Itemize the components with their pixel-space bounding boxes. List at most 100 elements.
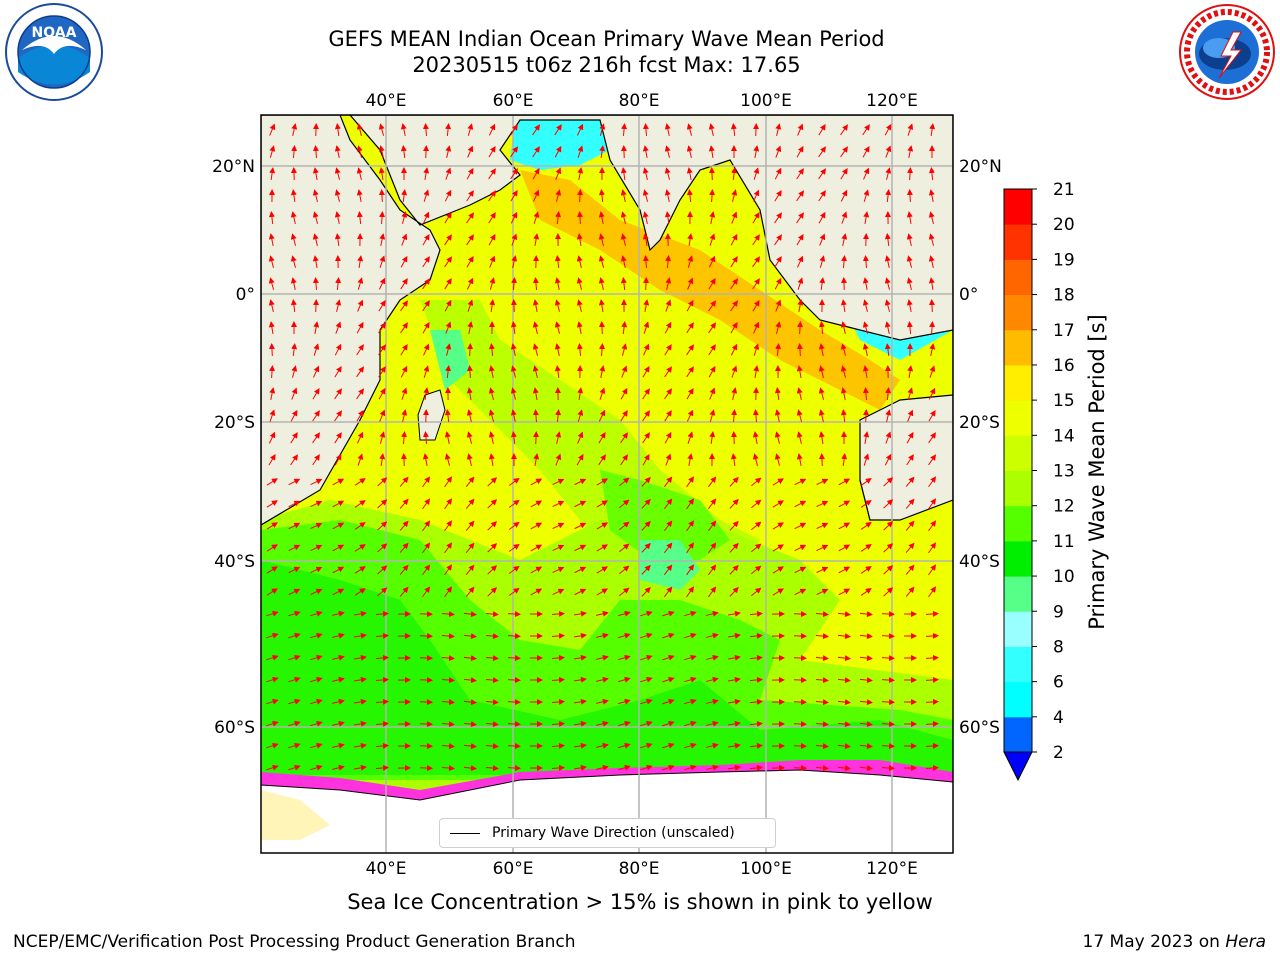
wave-arrow (532, 343, 539, 356)
wave-arrow (312, 189, 319, 202)
wave-arrow (441, 633, 455, 640)
wave-arrow (467, 343, 474, 357)
wave-arrow (684, 610, 697, 617)
wave-arrow (487, 543, 498, 553)
wave-arrow (530, 544, 543, 552)
wave-arrow (641, 498, 651, 509)
wave-arrow (598, 321, 605, 335)
wave-arrow (423, 343, 430, 356)
wave-arrow (377, 565, 388, 575)
wave-arrow (485, 765, 499, 772)
wave-arrow (465, 520, 475, 531)
wave-arrow (837, 611, 851, 618)
wave-arrow (687, 233, 694, 247)
wave-arrow (353, 742, 367, 749)
lat-tick-right: 20°N (959, 157, 1002, 177)
wave-arrow (929, 365, 936, 378)
lon-tick-bottom: 100°E (740, 859, 792, 879)
wave-arrow (818, 343, 825, 356)
wave-arrow (508, 543, 520, 552)
wave-arrow (859, 633, 873, 640)
wave-arrow (907, 145, 914, 158)
wave-arrow (618, 676, 631, 683)
wave-arrow (532, 146, 540, 158)
colorbar-tick-label: 10 (1053, 567, 1075, 587)
wave-arrow (640, 654, 653, 661)
wave-arrow (510, 343, 517, 356)
wave-arrow (775, 343, 782, 357)
wave-arrow (684, 698, 697, 705)
wave-arrow (332, 632, 345, 639)
lon-tick-top: 60°E (493, 91, 534, 111)
wave-arrow (837, 765, 851, 772)
wave-arrow (797, 321, 804, 335)
wave-arrow (310, 478, 323, 485)
wave-arrow (728, 698, 741, 705)
colorbar-tick-label: 8 (1053, 637, 1064, 657)
wave-arrow (552, 478, 565, 486)
wave-arrow (445, 365, 452, 379)
wave-arrow (444, 234, 452, 246)
wave-arrow (596, 588, 609, 596)
wave-arrow (332, 588, 345, 596)
wave-arrow (815, 611, 829, 618)
wave-arrow (752, 431, 759, 444)
wave-arrow (488, 123, 496, 136)
wave-arrow (665, 255, 672, 269)
colorbar-segment (1004, 576, 1032, 612)
wave-arrow (883, 543, 894, 553)
wave-arrow (485, 721, 499, 728)
wave-arrow (334, 432, 342, 444)
wave-arrow (577, 145, 584, 158)
wave-arrow (907, 409, 914, 422)
wave-arrow (290, 454, 298, 466)
wave-arrow (641, 586, 651, 597)
wave-arrow (532, 321, 539, 334)
wave-arrow (463, 611, 477, 618)
wave-arrow (310, 500, 323, 507)
wave-arrow (837, 721, 851, 728)
wave-arrow (400, 123, 407, 136)
wave-arrow (796, 431, 803, 444)
colorbar-tick-label: 17 (1053, 321, 1075, 341)
wave-arrow (729, 586, 739, 597)
wave-arrow (290, 277, 297, 290)
wave-arrow (532, 387, 539, 400)
wave-arrow (905, 542, 915, 553)
wave-arrow (487, 565, 498, 575)
lat-tick-right: 0° (959, 285, 978, 305)
wave-arrow (533, 453, 540, 466)
wave-arrow (928, 167, 935, 181)
wave-arrow (510, 211, 518, 224)
wave-arrow (840, 387, 847, 400)
wave-arrow (510, 431, 517, 445)
wave-arrow (378, 167, 385, 181)
wave-arrow (357, 453, 364, 466)
wave-arrow (574, 588, 587, 596)
wave-arrow (706, 698, 719, 705)
colorbar-tick-label: 20 (1053, 215, 1075, 235)
wave-arrow (708, 300, 716, 312)
lon-tick-top: 80°E (619, 91, 660, 111)
wave-arrow (269, 409, 276, 422)
wave-arrow (796, 387, 803, 400)
lat-tick-right: 40°S (959, 552, 1000, 572)
wave-arrow (573, 764, 587, 771)
wave-arrow (552, 522, 565, 530)
wave-arrow (357, 277, 364, 290)
wave-arrow (266, 764, 279, 771)
wave-arrow (774, 387, 781, 401)
wave-arrow (554, 255, 561, 269)
wave-arrow (508, 477, 520, 486)
lat-tick-left: 20°S (214, 413, 255, 433)
wave-arrow (598, 233, 605, 246)
wave-arrow (441, 765, 455, 772)
wave-arrow (663, 498, 673, 510)
colorbar-tick-label: 2 (1053, 743, 1064, 763)
wave-arrow (819, 277, 826, 291)
wave-arrow (555, 167, 562, 180)
wave-arrow (815, 677, 829, 684)
wave-arrow (796, 168, 804, 180)
wave-arrow (618, 499, 630, 509)
wave-arrow (291, 387, 298, 400)
